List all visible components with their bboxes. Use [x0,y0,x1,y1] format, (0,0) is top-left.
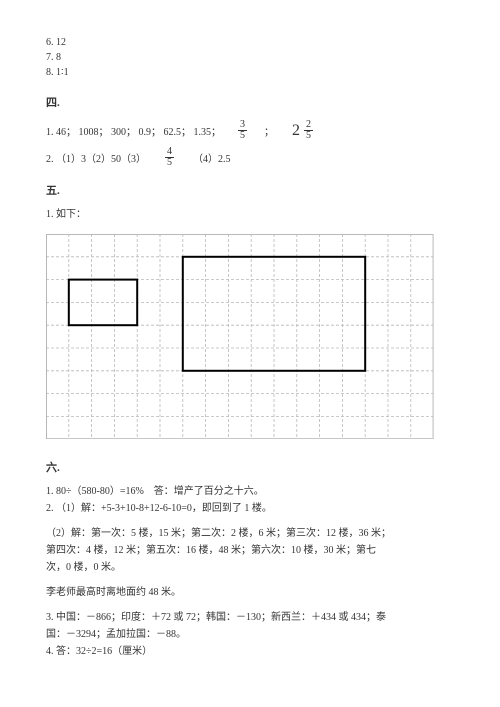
sec6-l1: 1. 80÷（580-80）=16% 答：增产了百分之十六。 [46,485,454,499]
mixed-whole: 2 [292,122,300,140]
ans-6: 6. 12 [46,36,454,50]
sec6-l6: 4. 答：32÷2=16（厘米） [46,645,454,659]
sec6-l4: 李老师最高时离地面约 48 米。 [46,586,454,600]
sec6-l3c: 次，0 楼，0 米。 [46,561,454,575]
sec6-l2: 2. （1）解：+5-3+10-8+12-6-10=0，即回到了 1 楼。 [46,502,454,516]
mixed-den: 5 [304,131,313,141]
sec6-l5b: 国：－3294；孟加拉国：－88。 [46,628,454,642]
mixed-2-2-5: 2 2 5 [292,120,316,141]
section-5-head: 五. [46,182,454,198]
frac-den: 5 [238,131,247,141]
sep: ； [264,123,274,138]
frac-den-45: 5 [165,158,174,168]
grid-figure [46,234,454,439]
sec6-l3b: 第四次：4 楼，12 米；第五次：16 楼，48 米；第六次：10 楼，30 米… [46,544,454,558]
section-6-head: 六. [46,459,454,475]
sec6-l5a: 3. 中国：－866；印度：＋72 或 72；韩国：－130；新西兰：＋434 … [46,611,454,625]
ans-7: 7. 8 [46,51,454,65]
sec4-q2: 2. （1）3（2）50（3） 4 5 （4）2.5 [46,147,454,168]
sec6-l3a: （2）解：第一次：5 楼，15 米；第二次：2 楼，6 米；第三次：12 楼，3… [46,527,454,541]
sec4-q1: 1. 46； 1008； 300； 0.9； 62.5； 1.35； 3 5 ；… [46,120,454,141]
section-4-head: 四. [46,94,454,110]
sec4-q2b: （4）2.5 [193,150,231,165]
ans-8: 8. 1∶1 [46,66,454,80]
frac-3-5: 3 5 [238,120,247,141]
sec4-q1-prefix: 1. 46； 1008； 300； 0.9； 62.5； 1.35； [46,123,221,138]
sec5-q1: 1. 如下： [46,208,454,222]
frac-4-5: 4 5 [165,147,174,168]
grid-svg [46,234,434,439]
sec4-q2a: 2. （1）3（2）50（3） [46,150,146,165]
